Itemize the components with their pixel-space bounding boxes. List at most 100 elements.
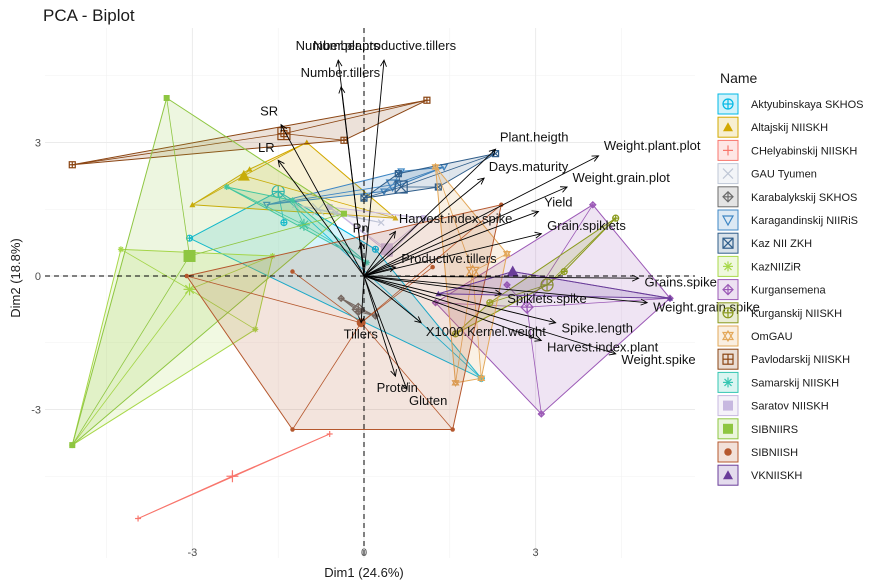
data-point [69,442,76,449]
variable-arrowhead [494,289,503,297]
variable-arrowhead [414,316,423,324]
legend-item: GAU Tyumen [717,163,817,185]
variable-arrowhead [358,316,365,324]
group-spoke [189,255,273,290]
data-point [337,294,345,303]
variable-arrow [363,275,556,324]
group-spoke [292,322,362,430]
variable-arrow [363,60,385,277]
variable-arrow [363,155,599,277]
group-spoke [360,322,453,430]
data-point [340,210,347,217]
variable-arrowhead [632,274,640,282]
variable-arrow [363,211,539,277]
variable-label: Number.productive.tillers [313,38,457,53]
group-vkniiskh [435,265,674,301]
variable-arrow [363,275,422,324]
group-omgau [431,162,512,387]
legend-item: CHelyabinskij NIISKH [717,139,857,161]
data-point [486,299,494,307]
legend-symbol [722,237,734,249]
group-spoke [303,224,368,263]
legend-symbol [723,470,733,480]
variable-label: Number.plants [296,38,380,53]
data-point [431,162,440,172]
group-spoke [189,191,279,239]
legend: Aktyubinskaya SKHOS Altajskij NIISKH CHely… [717,93,864,486]
variable-label: Harvest.index.spike [399,211,512,226]
legend-symbol [722,307,734,319]
group-spoke [489,284,548,304]
legend-key [717,209,739,231]
legend-label: Aktyubinskaya SKHOS [751,99,864,111]
variable-label: SR [260,104,278,119]
group-spoke [546,271,565,286]
variable-arrow [360,242,365,277]
variable-arrow [363,177,485,277]
data-point [502,249,512,258]
legend-symbol [724,448,732,456]
data-point [68,161,76,169]
variable-arrow [360,275,365,323]
legend-item: Karabalykskij SKHOS [717,186,857,208]
group-hull [327,206,426,255]
group-spoke [71,255,190,446]
group-centroid [183,249,196,262]
data-point [262,201,271,210]
legend-label: SIBNIIRS [751,424,798,436]
legend-symbol [722,353,734,365]
legend-symbol [722,190,734,203]
group-karabalykskij-skhos [337,294,380,320]
variable-arrow [363,275,408,390]
group-spoke [266,184,393,206]
legend-item: Altajskij NIISKH [717,116,828,138]
legend-symbol [723,261,733,272]
legend-label: VKNIISKH [751,470,802,482]
data-point [185,234,194,242]
data-point [392,215,399,221]
legend-label: SIBNIISH [751,447,798,459]
group-spoke [360,204,502,324]
variable-arrow [280,124,365,277]
variable-arrowhead [280,123,288,132]
group-spoke [283,99,428,134]
legend-item: Kurganskij NIISKH [717,302,842,324]
group-spoke [72,133,284,166]
legend-item: Saratov NIISKH [717,395,829,417]
variable-label: Number.tillers [301,65,381,80]
legend-item: SIBNIIRS [717,418,798,440]
variable-label: Weight.spike [621,352,695,367]
group-centroid [520,300,534,314]
variable-label: Weight.grain.spike [653,299,760,314]
variable-arrowhead [388,265,397,273]
data-point [246,166,253,172]
group-spoke [401,153,496,188]
group-centroid [540,278,554,292]
variable-arrow [363,275,616,355]
legend-symbol [722,283,734,296]
data-point [117,246,124,253]
data-point [423,96,431,104]
variable-label: Days.maturity [489,159,569,174]
legend-label: OmGAU [751,331,793,343]
group-centroid [183,283,196,296]
legend-label: Altajskij NIISKH [751,122,828,134]
legend-symbol [723,423,733,434]
legend-symbol [721,215,735,227]
variable-arrow [363,148,496,277]
group-hull [226,186,368,264]
data-point [326,204,333,211]
data-point [184,273,189,279]
data-point [394,170,402,178]
group-spoke [526,297,671,308]
legend-label: Karabalykskij SKHOS [751,192,857,204]
variable-arrow [277,160,365,277]
data-point [371,312,380,320]
data-point [135,515,142,522]
group-spoke [546,217,616,286]
data-point [290,427,295,432]
legend-symbol [722,168,734,180]
variable-label: Grain.spiklets [547,218,626,233]
data-point [477,374,486,383]
legend-item: KazNIIZiR [717,255,801,277]
